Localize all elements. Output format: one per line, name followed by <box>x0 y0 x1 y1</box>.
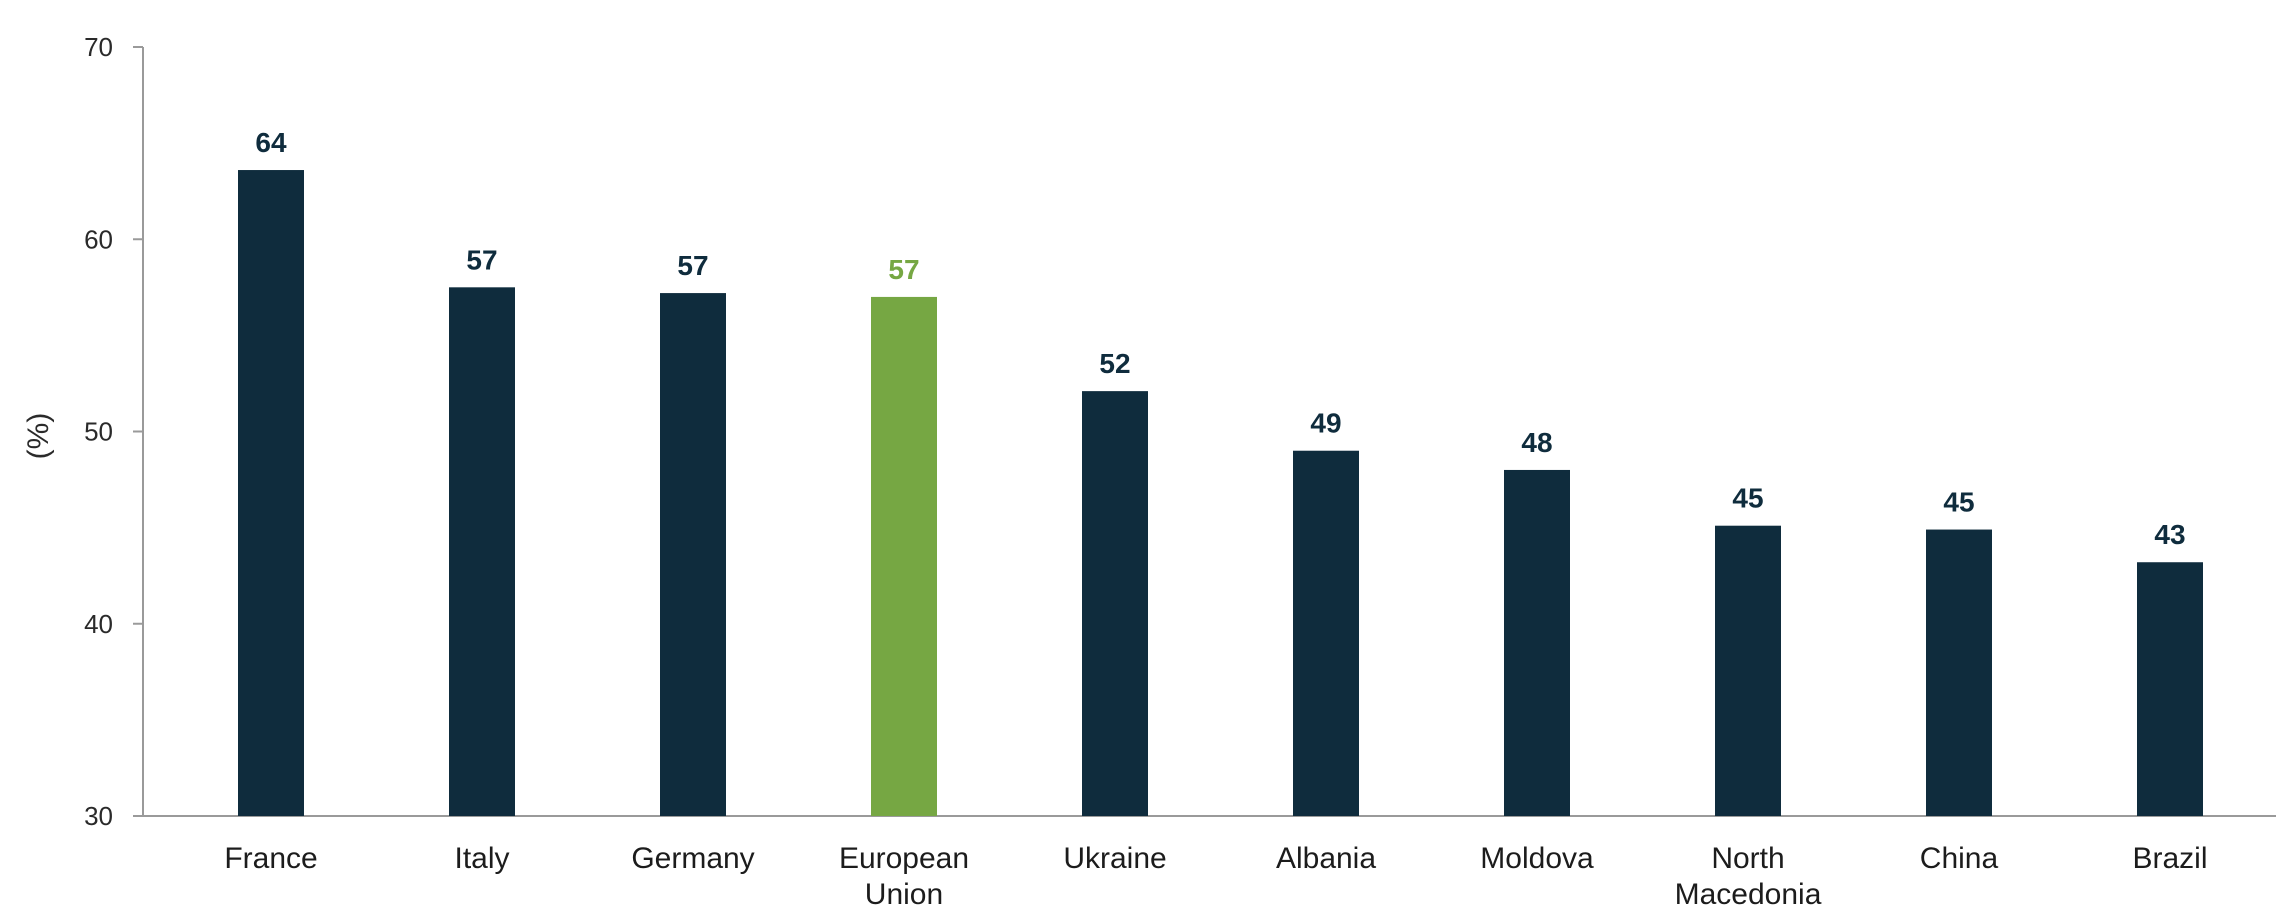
x-category-label: China <box>1920 842 1999 875</box>
x-category-label: European Union <box>839 842 969 911</box>
data-label: 45 <box>1732 483 1763 514</box>
data-label: 52 <box>1099 348 1130 379</box>
bar-moldova <box>1504 469 1570 816</box>
data-label: 43 <box>2154 519 2185 550</box>
x-category-label: Brazil <box>2132 842 2207 875</box>
y-tick-label: 30 <box>84 801 113 831</box>
x-category-label-line: China <box>1920 842 1999 875</box>
bar-france <box>238 170 304 817</box>
x-category-label: Germany <box>631 842 754 875</box>
bars-group: 64 France 57 Italy 57 Germany 57 European Union 5… <box>224 127 2207 911</box>
y-tick-label: 70 <box>84 32 113 62</box>
x-category-label: Moldova <box>1480 842 1594 875</box>
bar-albania <box>1293 450 1359 816</box>
x-category-label: Ukraine <box>1063 842 1166 875</box>
bar-european-union <box>871 296 937 816</box>
x-category-label: North Macedonia <box>1675 842 1822 911</box>
x-category-label-line: Ukraine <box>1063 842 1166 875</box>
data-label: 45 <box>1943 487 1974 518</box>
x-category-label-line: Germany <box>631 842 754 875</box>
y-tick-label: 60 <box>84 224 113 254</box>
x-category-label-line: Albania <box>1276 842 1376 875</box>
bar-ukraine <box>1082 391 1148 816</box>
bar-brazil <box>2137 562 2203 816</box>
x-category-label-line: Brazil <box>2132 842 2207 875</box>
x-category-label: Albania <box>1276 842 1376 875</box>
data-label: 57 <box>677 250 708 281</box>
x-category-label-line: Macedonia <box>1675 878 1822 911</box>
data-label: 48 <box>1521 427 1552 458</box>
x-category-label-line: Italy <box>454 842 509 875</box>
x-category-label: France <box>224 842 317 875</box>
bar-germany <box>660 293 726 817</box>
y-axis-title: (%) <box>22 413 55 460</box>
y-axis: 30 40 50 60 70 <box>84 32 144 831</box>
data-label: 57 <box>888 254 919 285</box>
x-category-label-line: Moldova <box>1480 842 1594 875</box>
data-label: 49 <box>1310 408 1341 439</box>
bar-north-macedonia <box>1715 525 1781 816</box>
y-tick-label: 40 <box>84 609 113 639</box>
x-category-label-line: European <box>839 842 969 875</box>
data-label: 64 <box>255 127 287 158</box>
x-category-label-line: France <box>224 842 317 875</box>
x-category-label: Italy <box>454 842 509 875</box>
data-label: 57 <box>466 244 497 275</box>
x-category-label-line: Union <box>865 878 943 911</box>
bar-italy <box>449 287 515 816</box>
bar-china <box>1926 529 1992 816</box>
y-tick-label: 50 <box>84 417 113 447</box>
x-category-label-line: North <box>1711 842 1784 875</box>
